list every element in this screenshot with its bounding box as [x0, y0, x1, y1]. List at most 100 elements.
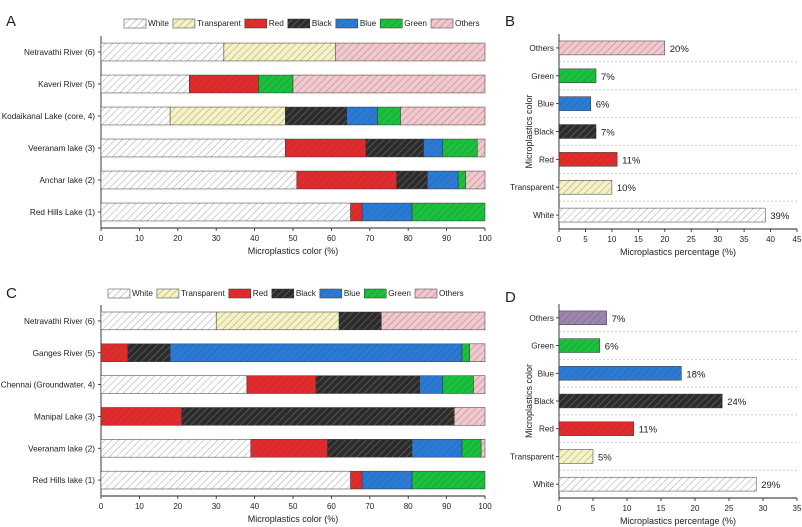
panel-c-bar-ganges-river-5-blue	[169, 343, 463, 362]
panel-d-category-label: White	[533, 480, 554, 489]
panel-c-bar-ganges-river-5-black	[127, 343, 171, 362]
panel-a-legend-swatch-green	[379, 18, 403, 29]
panel-a-legend-swatch-black	[287, 18, 311, 29]
panel-b-x-tick-label: 35	[740, 235, 749, 244]
panel-a-category-label: Red Hills Lake (1)	[30, 208, 95, 217]
panel-a-bar-red-hills-lake-1-green	[411, 202, 486, 222]
panel-d-bar-others	[558, 310, 607, 326]
panel-a-bar-kaveri-river-5-white	[100, 74, 190, 94]
panel-d-bar-white	[558, 476, 757, 492]
panel-a-category-label: Kaveri River (5)	[38, 80, 95, 89]
panel-a-x-tick-label: 30	[212, 234, 221, 243]
panel-a-bar-anchar-lake-2-green	[457, 170, 467, 190]
panel-a-x-tick-label: 0	[99, 234, 104, 243]
panel-d-data-label: 6%	[605, 342, 619, 353]
panel-c-legend-label-red: Red	[253, 289, 268, 298]
panel-b-x-tick-label: 10	[607, 235, 616, 244]
panel-a-legend-label-green: Green	[404, 19, 427, 28]
panel-a-bar-kodaikanal-lake-core-4-green	[377, 106, 401, 126]
panel-b-y-axis-title: Microplastics color	[524, 94, 534, 168]
panel-a-bar-veeranam-lake-3-blue	[423, 138, 444, 158]
panel-a-category-label: Veeranam lake (3)	[28, 144, 95, 153]
panel-a-chart: A Netravathi River (6) Kaveri River (5) Kod…	[2, 13, 493, 256]
panel-d-x-tick-label: 35	[793, 504, 802, 513]
panel-c-bar-veeranam-lake-2-black	[327, 439, 413, 458]
panel-d-data-label: 29%	[761, 480, 781, 491]
panel-c-bar-netravathi-river-6-others	[381, 311, 486, 331]
panel-b-category-label: Transparent	[510, 183, 555, 192]
panel-a-letter: A	[6, 13, 16, 30]
panel-d-data-label: 5%	[598, 452, 612, 463]
panel-a-bar-anchar-lake-2-white	[100, 170, 298, 190]
panel-d-category-label: Red	[539, 425, 554, 434]
panel-a-bar-kodaikanal-lake-core-4-white	[100, 106, 171, 126]
panel-c-legend-swatch-green	[363, 288, 387, 299]
panel-b-bar-white	[558, 207, 766, 223]
panel-a-bar-veeranam-lake-3-black	[365, 138, 424, 158]
panel-b-category-label: Red	[539, 155, 554, 164]
panel-c-legend-label-transparent: Transparent	[181, 289, 226, 298]
panel-b-x-tick-label: 20	[660, 235, 669, 244]
panel-d-x-axis-title: Microplastics percentage (%)	[620, 516, 736, 526]
panel-b-category-label: Green	[531, 72, 554, 81]
panel-b-data-label: 20%	[670, 44, 690, 55]
panel-b-category-label: Black	[534, 128, 555, 137]
panel-c-legend-label-blue: Blue	[344, 289, 361, 298]
panel-b-data-label: 39%	[770, 211, 790, 222]
panel-a-x-tick-label: 10	[135, 234, 144, 243]
panel-c-category-label: Red Hills lake (1)	[33, 476, 96, 485]
panel-c-bar-red-hills-lake-1-red	[350, 470, 363, 490]
panel-b-data-label: 10%	[617, 183, 637, 194]
panel-d-x-tick-label: 10	[623, 504, 632, 513]
panel-c-x-tick-label: 50	[289, 502, 298, 511]
panel-b-letter: B	[505, 13, 515, 30]
panel-d-letter: D	[505, 289, 516, 306]
panel-a-legend-label-red: Red	[269, 19, 284, 28]
panel-d-category-label: Blue	[538, 369, 555, 378]
panel-c-legend-swatch-others	[414, 288, 438, 299]
panel-b-x-tick-label: 15	[634, 235, 643, 244]
panel-a-bar-kodaikanal-lake-core-4-transparent	[169, 106, 286, 126]
panel-c-bar-veeranam-lake-2-others	[480, 439, 486, 458]
panel-c-legend: White Transparent Red Black Blue Green Others	[107, 288, 464, 299]
panel-c-bar-chennai-groundwater-4-black	[315, 375, 420, 394]
panel-c-chart: C Netravathi River (6) Ganges River (5) Che…	[1, 285, 492, 524]
panel-b-bar-others	[558, 40, 666, 56]
panel-c-bar-chennai-groundwater-4-others	[473, 375, 486, 394]
panel-d-x-tick-label: 20	[691, 504, 700, 513]
panel-c-x-tick-label: 90	[442, 502, 451, 511]
panel-a-legend-swatch-others	[430, 18, 454, 29]
panel-c-x-tick-label: 0	[99, 502, 104, 511]
panel-b-data-label: 11%	[622, 155, 641, 166]
panel-a-bar-netravathi-river-6-white	[100, 42, 225, 62]
panel-c-bar-red-hills-lake-1-blue	[361, 470, 413, 490]
panel-b-category-label: White	[533, 211, 554, 220]
panel-d-x-tick-label: 5	[591, 504, 596, 513]
panel-c-x-tick-label: 20	[173, 502, 182, 511]
panel-d-bar-blue	[558, 366, 682, 381]
panel-c-bar-veeranam-lake-2-red	[250, 439, 328, 458]
panel-d-category-label: Transparent	[510, 452, 555, 461]
panel-a-x-tick-label: 100	[478, 234, 492, 243]
panel-d-x-tick-label: 15	[657, 504, 666, 513]
panel-a-bar-red-hills-lake-1-red	[350, 202, 363, 222]
panel-c-bar-red-hills-lake-1-white	[100, 470, 351, 490]
panel-a-bar-veeranam-lake-3-red	[285, 138, 367, 158]
panel-b-x-axis-title: Microplastics percentage (%)	[620, 247, 736, 257]
panel-b-category-label: Others	[529, 44, 554, 53]
panel-b-bar-red	[558, 152, 618, 167]
panel-d-category-label: Others	[529, 314, 554, 323]
panel-a-legend: White Transparent Red Black Blue Green Others	[123, 18, 480, 29]
panel-a-legend-swatch-transparent	[172, 18, 196, 29]
panel-d-bar-transparent	[558, 449, 594, 464]
panel-c-bar-veeranam-lake-2-blue	[411, 439, 463, 458]
panel-b-x-tick-label: 45	[793, 235, 802, 244]
panel-d-data-label: 11%	[639, 425, 658, 436]
panel-a-bar-red-hills-lake-1-white	[100, 202, 351, 222]
panel-b-bar-green	[558, 68, 597, 83]
panel-a-legend-swatch-red	[244, 18, 268, 29]
panel-c-x-tick-label: 70	[365, 502, 374, 511]
panel-a-category-label: Netravathi River (6)	[24, 48, 95, 57]
panel-d-chart: D 7% Others 6% Green 18% Blue 24% Black 11% Red 5% T…	[505, 289, 802, 526]
